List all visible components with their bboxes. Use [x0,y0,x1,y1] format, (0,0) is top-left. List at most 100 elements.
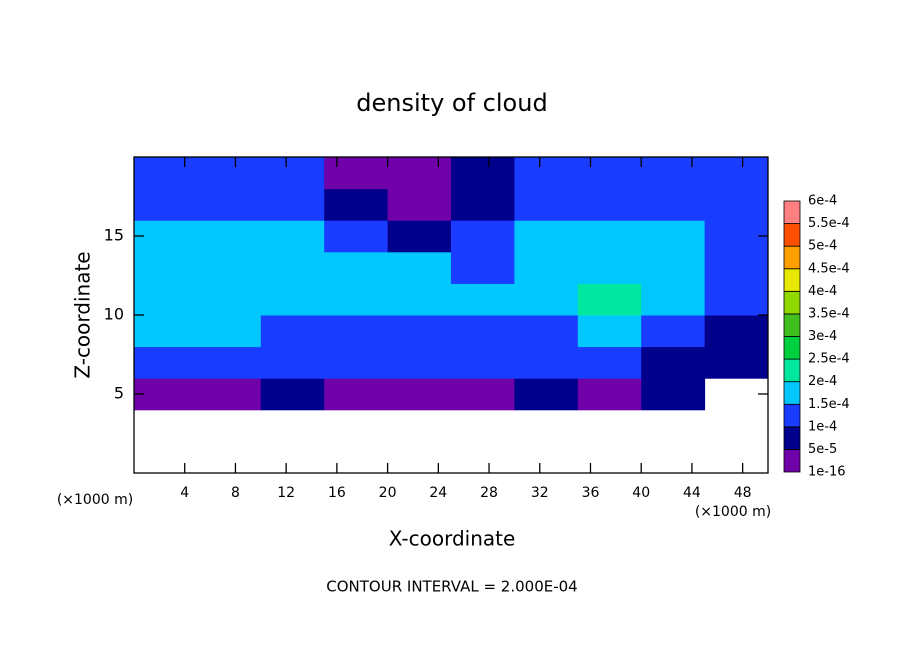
contour-cell [134,220,198,253]
contour-cell [134,346,198,379]
contour-cell [260,346,325,379]
y-tick-label: 15 [104,226,124,245]
colorbar-band [783,381,801,405]
colorbar-label: 6e-4 [808,194,837,209]
contour-cell [577,378,642,411]
colorbar-label: 4.5e-4 [808,261,850,276]
x-tick-label: 40 [632,485,650,501]
x-unit-label: (×1000 m) [695,504,771,520]
colorbar-band [783,223,801,247]
contour-cell [324,220,389,253]
contour-cell [704,346,769,379]
contour-note: CONTOUR INTERVAL = 2.000E-04 [326,578,577,596]
contour-cell [197,220,262,253]
colorbar-band [783,449,801,473]
x-tick-label: 24 [429,485,447,501]
contour-cell [641,251,706,284]
contour-cell [260,251,325,284]
contour-cell [514,220,579,253]
contour-cell [134,378,198,411]
contour-cell [577,283,642,316]
contour-cell [260,157,325,190]
contour-cell [514,188,579,221]
contour-cell [641,157,706,190]
contour-cell [260,188,325,221]
y-tick-label: 5 [114,384,124,403]
contour-cell [514,346,579,379]
contour-cell [197,251,262,284]
contour-cell [704,220,769,253]
contour-cell [260,220,325,253]
contour-cell [704,315,769,348]
contour-cell [514,315,579,348]
contour-cell [451,188,515,221]
colorbar-band [783,426,801,450]
contour-cell [324,283,389,316]
colorbar-band [783,245,801,270]
colorbar-band [783,313,801,337]
contour-cell [260,283,325,316]
contour-cell [260,315,325,348]
contour-cell [641,188,706,221]
contour-cell [577,346,642,379]
contour-cell [514,251,579,284]
colorbar-band [783,403,801,428]
x-tick-label: 16 [328,485,346,501]
contour-cell [577,220,642,253]
contour-cell [514,157,579,190]
contour-cell [577,188,642,221]
contour-cell [260,378,325,411]
contour-cell [704,283,769,316]
colorbar-label: 5e-5 [808,442,837,457]
contour-cell [324,188,389,221]
contour-cell [387,251,452,284]
contour-cell [641,283,706,316]
contour-cell [704,157,769,190]
contour-cell [577,157,642,190]
y-unit-label: (×1000 m) [57,492,133,508]
x-axis-label: X-coordinate [389,527,516,551]
contour-cell [324,315,389,348]
chart-title: density of cloud [356,89,547,117]
contour-cell [577,315,642,348]
x-tick-label: 36 [582,485,600,501]
contour-cell [451,346,515,379]
contour-cell [134,251,198,284]
colorbar-label: 1e-16 [808,465,846,480]
colorbar-label: 3.5e-4 [808,306,850,321]
contour-cell [451,220,515,253]
contour-cell [324,346,389,379]
contour-cell [451,283,515,316]
contour-cell [387,346,452,379]
contour-cell [704,251,769,284]
contour-cell [197,346,262,379]
contour-cell [451,157,515,190]
contour-cell [197,283,262,316]
contour-cell [387,315,452,348]
y-axis-label: Z-coordinate [71,251,95,378]
contour-cell [324,251,389,284]
colorbar-band [783,290,801,315]
contour-cell [134,188,198,221]
colorbar-band [783,268,801,292]
contour-cell [451,251,515,284]
contour-cell [197,188,262,221]
contour-cell [387,157,452,190]
contour-cell [451,315,515,348]
colorbar-label: 5.5e-4 [808,216,850,231]
contour-cell [324,378,389,411]
contour-cell [134,283,198,316]
colorbar-band [783,200,801,224]
colorbar-label: 1e-4 [808,419,837,434]
contour-cell [451,378,515,411]
contour-cell [641,346,706,379]
contour-cell [387,378,452,411]
colorbar-label: 2.5e-4 [808,352,850,367]
colorbar-label: 5e-4 [808,239,837,254]
y-tick-label: 10 [104,305,124,324]
colorbar-band [783,358,801,383]
contour-cell [514,378,579,411]
contour-cell [387,220,452,253]
colorbar-label: 3e-4 [808,329,837,344]
contour-cell [387,283,452,316]
